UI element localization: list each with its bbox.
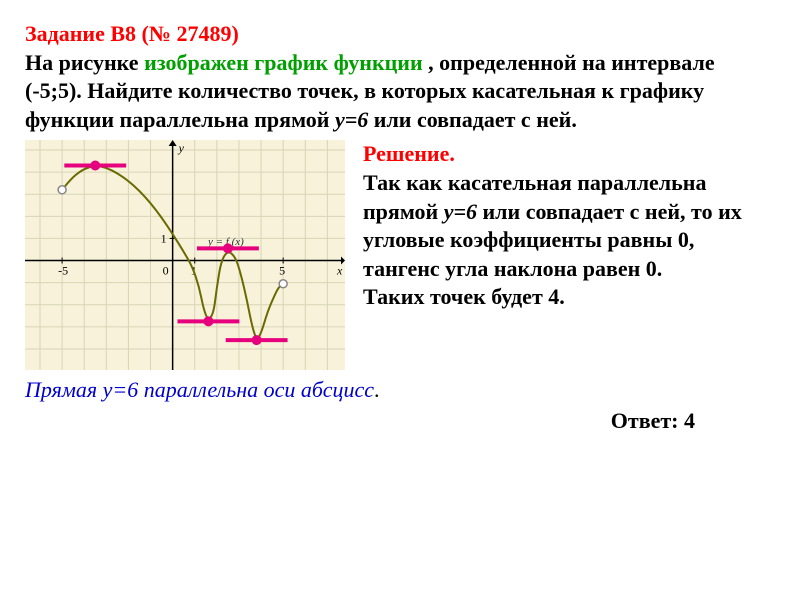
svg-text:5: 5 <box>279 264 285 278</box>
task-number: Задание В8 (№ 27489) <box>25 21 239 46</box>
green-phrase: изображен график функции <box>144 50 423 75</box>
answer: Ответ: 4 <box>611 408 695 433</box>
solution-text: Решение. Так как касательная параллельна… <box>363 140 775 312</box>
svg-text:0: 0 <box>163 264 169 278</box>
svg-text:x: x <box>336 264 343 278</box>
graph-panel: xy0-5151y = f (x) <box>25 140 345 370</box>
svg-text:-5: -5 <box>58 264 68 278</box>
function-chart: xy0-5151y = f (x) <box>25 140 345 370</box>
svg-text:y: y <box>178 141 185 155</box>
problem-statement: Задание В8 (№ 27489) На рисунке изображе… <box>25 20 775 134</box>
footnote-line: Прямая y=6 параллельна оси абсцисс <box>25 377 374 402</box>
solution-heading: Решение. <box>363 141 455 166</box>
svg-text:1: 1 <box>161 232 167 246</box>
